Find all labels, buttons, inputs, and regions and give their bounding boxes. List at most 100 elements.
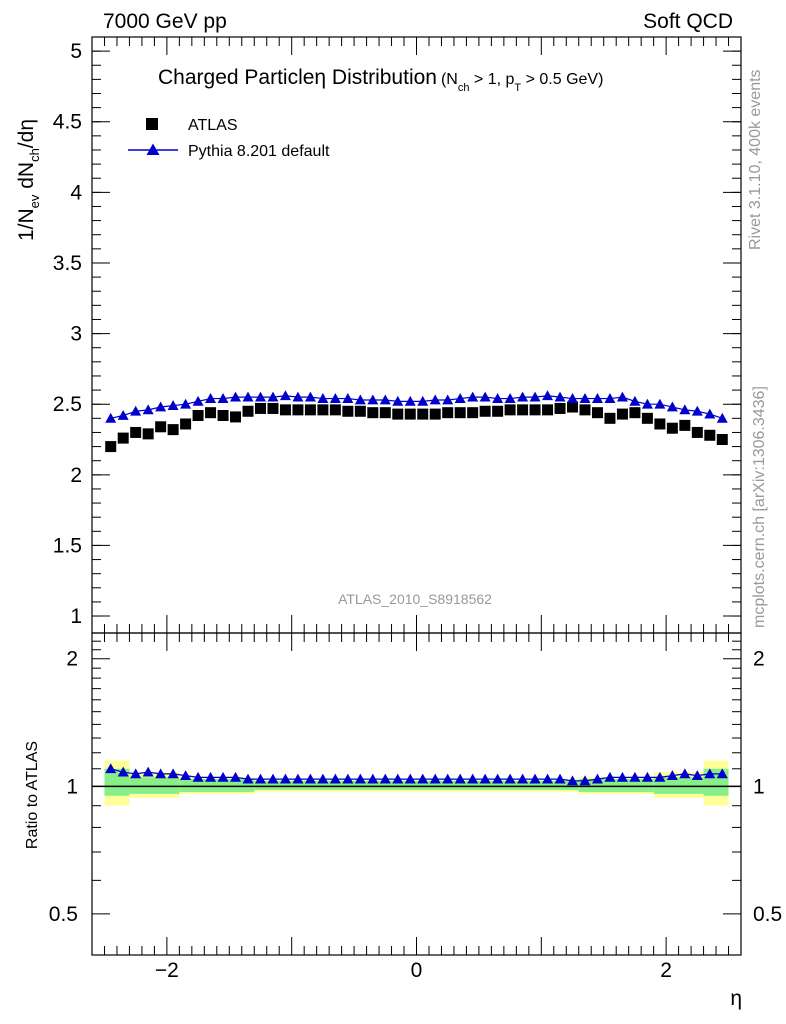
atlas-point <box>666 422 678 434</box>
pythia-point <box>654 398 666 409</box>
atlas-point <box>567 401 579 413</box>
pythia-point <box>392 395 404 406</box>
pythia-ratio-point <box>666 770 678 780</box>
header-left: 7000 GeV pp <box>103 10 227 33</box>
analysis-id: ATLAS_2010_S8918562 <box>338 591 492 607</box>
pythia-point <box>342 393 354 403</box>
legend-marker-atlas <box>146 118 158 130</box>
plot-title: Charged Particleη Distribution (Nch > 1, … <box>158 66 603 94</box>
pythia-point <box>616 391 628 402</box>
pythia-ratio-point <box>217 771 229 782</box>
atlas-point <box>317 404 329 416</box>
atlas-point <box>279 404 291 416</box>
pythia-ratio-point <box>342 773 354 784</box>
pythia-point <box>155 401 167 412</box>
ratio-panel-frame <box>91 632 742 956</box>
pythia-point <box>567 393 579 403</box>
pythia-ratio-point <box>392 773 404 784</box>
pythia-ratio-point <box>679 768 691 779</box>
pythia-ratio-point <box>429 773 441 784</box>
atlas-point <box>105 441 117 453</box>
atlas-point <box>654 418 666 430</box>
pythia-ratio-point <box>454 773 466 784</box>
pythia-ratio-point <box>604 771 616 782</box>
pythia-point <box>254 391 266 402</box>
pythia-point <box>367 394 379 405</box>
pythia-point <box>142 404 154 415</box>
pythia-ratio-point <box>267 773 279 784</box>
y-tick-label-top: 1.5 <box>53 534 82 557</box>
pythia-point <box>529 391 541 402</box>
atlas-point <box>429 408 441 420</box>
x-tick-label: 0 <box>411 959 423 982</box>
pythia-ratio-point <box>616 771 628 782</box>
pythia-point <box>417 395 429 406</box>
y-label-s2: ch <box>27 148 42 162</box>
pythia-point <box>105 412 117 423</box>
atlas-point <box>242 405 254 417</box>
axes: 1 1.5 2 2.5 3 3.5 4 4.5 5 0.5 0.5 1 1 2 2 −2 0 2 <box>49 36 782 982</box>
plot-title-cuts-end: > 0.5 GeV) <box>521 71 603 88</box>
pythia-ratio-point <box>542 773 554 784</box>
y-tick-label-top: 4.5 <box>53 111 82 134</box>
pythia-ratio-point <box>379 773 391 784</box>
atlas-point <box>292 404 304 416</box>
pythia-point <box>666 401 678 412</box>
pythia-ratio-point <box>704 768 716 779</box>
atlas-point <box>442 407 454 419</box>
atlas-point <box>691 426 703 438</box>
atlas-point <box>230 411 242 423</box>
band-green-3 <box>254 780 579 791</box>
pythia-point <box>354 394 366 405</box>
pythia-ratio-point <box>467 773 479 784</box>
pythia-point <box>180 398 192 409</box>
pythia-point <box>442 394 454 405</box>
y-tick-label-bottom: 2 <box>66 648 78 671</box>
y-label-p2: dN <box>15 162 38 195</box>
y-tick-label-top: 3 <box>70 323 82 346</box>
y-tick-label-bottom-right: 1 <box>753 775 765 798</box>
legend-label-atlas: ATLAS <box>188 117 238 134</box>
pythia-ratio-point <box>254 773 266 784</box>
atlas-point <box>579 404 591 416</box>
pythia-point <box>704 408 716 419</box>
pythia-point <box>329 393 341 403</box>
pythia-point <box>192 395 204 406</box>
pythia-point <box>492 393 504 403</box>
pythia-ratio-point <box>629 771 641 782</box>
ratio-bands <box>104 760 729 806</box>
atlas-point <box>217 410 229 422</box>
pythia-point <box>504 393 516 403</box>
atlas-point <box>604 412 616 424</box>
atlas-point <box>180 418 192 430</box>
pythia-ratio-point <box>691 770 703 780</box>
pythia-point <box>242 391 254 402</box>
y-tick-label-bottom-right: 2 <box>753 648 765 671</box>
y-label-p3: /dη <box>15 119 38 148</box>
mcplots-label: mcplots.cern.ch [arXiv:1306.3436] <box>751 386 768 628</box>
y-tick-label-top: 1 <box>70 605 82 628</box>
atlas-point <box>354 405 366 417</box>
pythia-point <box>317 393 329 403</box>
pythia-point <box>454 393 466 403</box>
atlas-point <box>629 407 641 419</box>
pythia-ratio-point <box>317 773 329 784</box>
pythia-point <box>479 391 491 402</box>
pythia-ratio-point <box>554 773 566 784</box>
pythia-ratio-point <box>167 768 179 779</box>
pythia-point <box>279 390 291 401</box>
y-tick-label-bottom: 0.5 <box>49 903 78 926</box>
pythia-ratio-point <box>567 775 579 786</box>
atlas-point <box>591 407 603 419</box>
pythia-point <box>679 404 691 415</box>
atlas-point <box>379 407 391 419</box>
atlas-point <box>616 408 628 420</box>
pythia-ratio-point <box>417 773 429 784</box>
pythia-ratio-point <box>329 773 341 784</box>
plot-title-cuts-mid: > 1, p <box>469 71 514 88</box>
atlas-point <box>417 408 429 420</box>
plot-title-cuts: (N <box>441 71 458 88</box>
legend-marker-pythia <box>146 143 160 155</box>
pythia-ratio-point <box>292 773 304 784</box>
